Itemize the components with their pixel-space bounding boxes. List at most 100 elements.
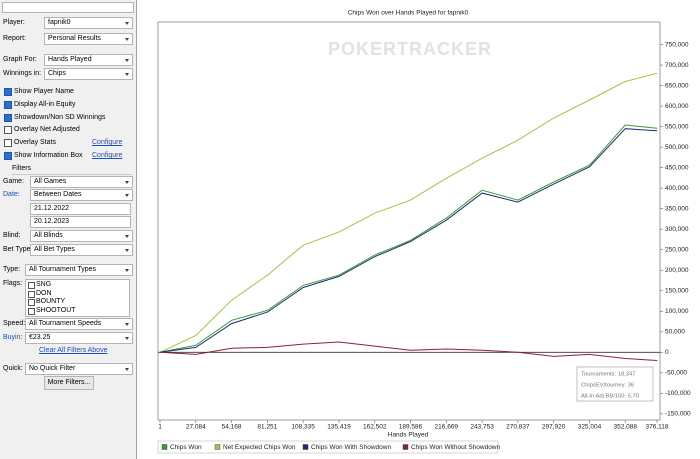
series-line (159, 128, 658, 353)
flag-label: DON (36, 289, 52, 297)
legend-swatch (402, 444, 409, 450)
info-line: All-In Adj BB/100: 5.70 (581, 394, 639, 400)
dropdown[interactable]: Hands Played (44, 54, 133, 66)
checkbox[interactable] (28, 299, 35, 307)
x-tick-label: 1 (158, 424, 162, 431)
close-bar[interactable] (2, 2, 134, 13)
flag-label: BOUNTY (36, 298, 66, 306)
y-tick-label: -100,000 (665, 390, 691, 397)
y-tick-label: 450,000 (665, 164, 689, 171)
y-tick-label: 700,000 (665, 62, 689, 69)
legend-label: Chips Won (170, 444, 202, 451)
series-line (159, 124, 658, 353)
dropdown[interactable]: All Games (30, 176, 133, 188)
info-line: Tournaments: 18,347 (581, 372, 635, 378)
y-tick-label: 50,000 (665, 329, 685, 336)
dropdown[interactable]: All Bet Types (30, 244, 133, 256)
x-tick-label: 135,419 (327, 424, 351, 431)
configure-link[interactable]: Configure (92, 139, 123, 147)
x-tick-label: 162,502 (363, 424, 387, 431)
clear-filters-link[interactable]: Clear All Filters Above (39, 347, 108, 354)
y-tick-label: 500,000 (665, 144, 689, 151)
checkbox[interactable] (4, 152, 12, 160)
info-line: ChipsEV/tourney: 36 (581, 383, 634, 389)
x-tick-label: 243,753 (470, 424, 494, 431)
checkbox[interactable] (4, 126, 12, 135)
checkbox[interactable] (28, 307, 35, 315)
y-tick-label: 100,000 (665, 308, 689, 315)
checkbox[interactable] (4, 139, 12, 148)
x-tick-label: 81,251 (257, 424, 277, 431)
checkbox[interactable] (4, 100, 12, 109)
filters-header: Filters (12, 163, 132, 175)
flag-label: SHOOTOUT (36, 306, 76, 314)
checkbox[interactable] (28, 282, 35, 289)
dropdown[interactable]: All Blinds (30, 230, 133, 242)
x-tick-label: 54,168 (222, 424, 242, 431)
y-tick-label: 650,000 (665, 82, 689, 89)
x-tick-label: 108,335 (291, 424, 315, 431)
y-tick-label: 350,000 (665, 205, 689, 212)
y-tick-label: 550,000 (665, 123, 689, 130)
configure-link[interactable]: Configure (92, 152, 123, 159)
field-label: Winnings in: (3, 70, 42, 77)
flags-box (25, 279, 130, 317)
y-tick-label: 250,000 (665, 246, 689, 253)
date-to[interactable]: 20.12.2023 (30, 216, 131, 228)
y-tick-label: 400,000 (665, 185, 689, 192)
legend-swatch (161, 444, 168, 450)
y-tick-label: 300,000 (665, 226, 689, 233)
field-label: Buyin: (3, 334, 23, 341)
checkbox[interactable] (28, 290, 35, 298)
dropdown[interactable]: Chips (44, 68, 133, 80)
y-tick-label: -150,000 (665, 411, 691, 418)
dropdown[interactable]: fapnik0 (44, 17, 133, 29)
legend-label: Chips Won With Showdown (311, 444, 391, 451)
field-label: Game: (3, 178, 25, 185)
option-label: Display All-in Equity (14, 100, 76, 108)
field-label: Player: (3, 19, 25, 26)
series-line (159, 72, 658, 353)
dropdown[interactable]: All Tournament Speeds (25, 318, 133, 330)
dropdown[interactable]: Between Dates (30, 189, 133, 201)
watermark: POKERTRACKER (328, 39, 492, 59)
field-label: Blind: (3, 232, 21, 239)
field-label: Report: (3, 35, 26, 42)
legend-label: Chips Won Without Showdown (411, 444, 501, 451)
x-tick-label: 297,920 (542, 424, 566, 431)
field-label: Bet Type: (3, 246, 33, 253)
field-label: Date: (3, 191, 20, 198)
y-tick-label: 0 (665, 349, 669, 356)
y-tick-label: -50,000 (665, 370, 687, 377)
x-axis-label: Hands Played (388, 432, 429, 439)
y-tick-label: 750,000 (665, 41, 689, 48)
field-label: Speed: (3, 320, 26, 327)
checkbox[interactable] (4, 88, 12, 96)
more-filters-button[interactable]: More Filters... (44, 376, 94, 390)
info-box (576, 366, 654, 402)
x-tick-label: 325,004 (578, 424, 602, 431)
checkbox[interactable] (4, 113, 12, 122)
x-tick-label: 270,837 (506, 424, 530, 431)
chart-title: Chips Won over Hands Played for fapnik0 (348, 10, 469, 17)
x-tick-label: 376,118 (645, 424, 668, 431)
dropdown[interactable]: No Quick Filter (25, 363, 133, 375)
x-tick-label: 216,669 (435, 424, 459, 431)
y-tick-label: 600,000 (665, 103, 689, 110)
option-label: Overlay Stats (14, 139, 57, 147)
x-tick-label: 352,088 (613, 424, 637, 431)
y-tick-label: 150,000 (665, 287, 689, 294)
date-from[interactable]: 21.12.2022 (30, 203, 131, 215)
field-label: Quick: (3, 365, 23, 372)
dropdown[interactable]: Personal Results (44, 33, 133, 45)
field-label: Type: (3, 266, 21, 273)
dropdown[interactable]: All Tournament Types (25, 264, 133, 276)
series-line (159, 341, 658, 361)
flag-label: SNG (36, 281, 52, 288)
legend-swatch (214, 444, 221, 450)
dropdown[interactable]: €23.25 (25, 332, 133, 344)
option-label: Overlay Net Adjusted (14, 126, 80, 134)
option-label: Showdown/Non SD Winnings (14, 113, 106, 121)
legend (157, 440, 499, 454)
